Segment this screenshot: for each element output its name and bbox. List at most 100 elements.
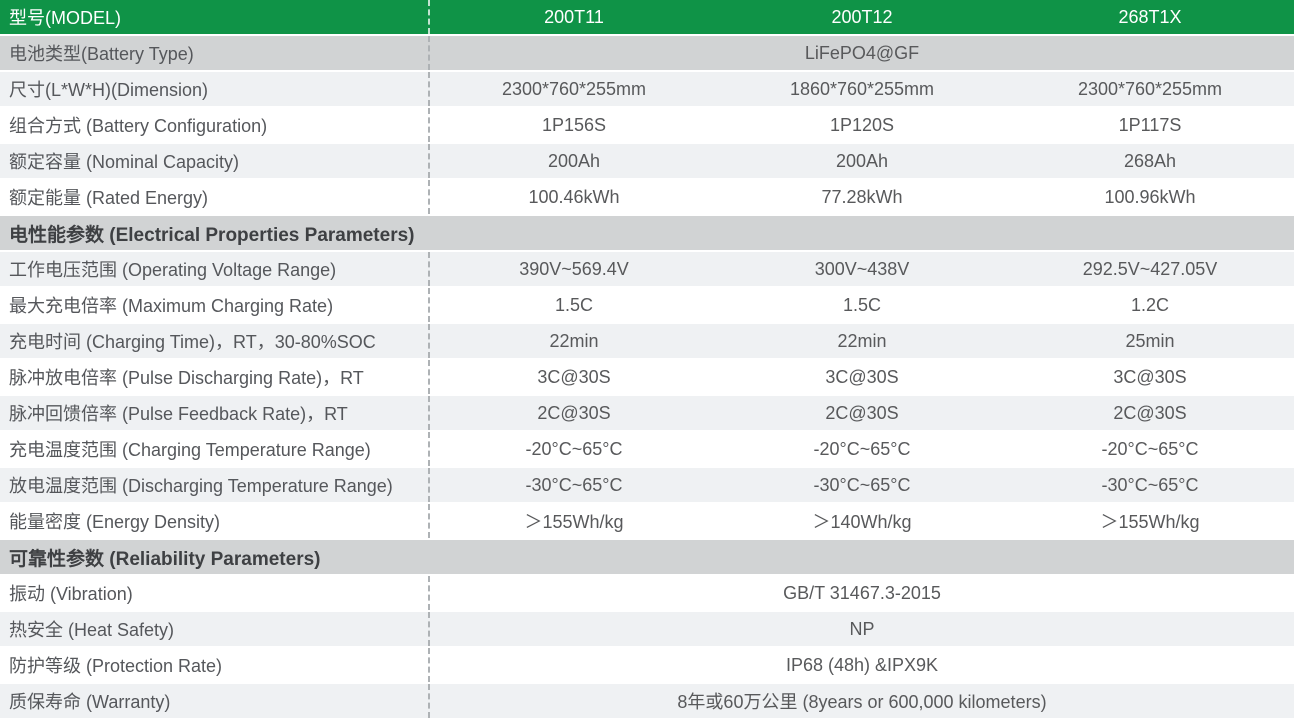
row-values: 3C@30S 3C@30S 3C@30S [428, 360, 1294, 394]
row-label: 充电时间 (Charging Time)，RT，30-80%SOC [9, 332, 376, 352]
spec-value: 2300*760*255mm [1077, 78, 1223, 99]
row-values: LiFePO4@GF [428, 36, 1294, 70]
row-label: 热安全 (Heat Safety) [9, 620, 175, 640]
spec-value: 390V~569.4V [519, 258, 629, 279]
row-values: 390V~569.4V 300V~438V 292.5V~427.05V [428, 252, 1294, 286]
row-values: 1P156S 1P120S 1P117S [428, 108, 1294, 142]
table-row: 质保寿命 (Warranty) 8年或60万公里 (8years or 600,0… [0, 684, 1294, 718]
row-label: 尺寸(L*W*H)(Dimension) [9, 80, 209, 100]
spec-value: 200Ah [547, 150, 601, 171]
spec-value: 2C@30S [537, 402, 611, 423]
spec-value: -30°C~65°C [1101, 474, 1199, 495]
spec-value: -30°C~65°C [525, 474, 623, 495]
spec-value: 77.28kWh [821, 186, 903, 207]
model-column-header: 268T1X [1118, 6, 1182, 27]
spec-value: 1P117S [1118, 114, 1182, 135]
row-values: 22min 22min 25min [428, 324, 1294, 358]
section-header-row: 电性能参数 (Electrical Properties Parameters) [0, 216, 1294, 252]
table-row: 脉冲回馈倍率 (Pulse Feedback Rate)，RT 2C@30S 2C@… [0, 396, 1294, 432]
spec-value-merged: LiFePO4@GF [804, 42, 920, 63]
spec-value: 1.2C [1130, 294, 1170, 315]
table-row: 热安全 (Heat Safety) NP [0, 612, 1294, 648]
model-header-values: 200T11 200T12 268T1X [428, 0, 1294, 34]
table-row: 充电时间 (Charging Time)，RT，30-80%SOC 22min 22… [0, 324, 1294, 360]
spec-value: 3C@30S [1113, 366, 1187, 387]
row-label: 组合方式 (Battery Configuration) [9, 116, 268, 136]
row-values: NP [428, 612, 1294, 646]
table-row: 组合方式 (Battery Configuration) 1P156S 1P120S… [0, 108, 1294, 144]
spec-value: 1.5C [842, 294, 882, 315]
spec-value: ＞155Wh/kg [524, 512, 624, 532]
row-values: ＞155Wh/kg ＞140Wh/kg ＞155Wh/kg [428, 504, 1294, 538]
section-header-row: 可靠性参数 (Reliability Parameters) [0, 540, 1294, 576]
table-row: 防护等级 (Protection Rate) IP68 (48h) &IPX9K [0, 648, 1294, 684]
model-column-header: 200T11 [544, 6, 604, 27]
spec-value: 25min [1125, 330, 1175, 351]
row-values: 2300*760*255mm 1860*760*255mm 2300*760*255… [428, 72, 1294, 106]
spec-value: 292.5V~427.05V [1082, 258, 1218, 279]
model-column-header: 200T12 [831, 6, 893, 27]
spec-value: 300V~438V [814, 258, 910, 279]
row-values: -30°C~65°C -30°C~65°C -30°C~65°C [428, 468, 1294, 502]
row-label: 防护等级 (Protection Rate) [9, 656, 223, 676]
table-row: 能量密度 (Energy Density) ＞155Wh/kg ＞140Wh/kg ＞… [0, 504, 1294, 540]
row-label: 充电温度范围 (Charging Temperature Range) [9, 440, 371, 460]
spec-value: 1P120S [829, 114, 895, 135]
spec-value: 22min [549, 330, 599, 351]
spec-value: 200Ah [835, 150, 889, 171]
row-label: 额定能量 (Rated Energy) [9, 188, 209, 208]
spec-value: 2C@30S [825, 402, 899, 423]
row-label: 振动 (Vibration) [9, 584, 133, 604]
table-row: 最大充电倍率 (Maximum Charging Rate) 1.5C 1.5C 1.… [0, 288, 1294, 324]
table-row: 额定能量 (Rated Energy) 100.46kWh 77.28kWh 100.… [0, 180, 1294, 216]
spec-value: 1860*760*255mm [789, 78, 935, 99]
section-title: 电性能参数 (Electrical Properties Parameters) [9, 224, 415, 246]
row-values: 100.46kWh 77.28kWh 100.96kWh [428, 180, 1294, 214]
model-header-label: 型号(MODEL) [9, 8, 121, 28]
row-label: 放电温度范围 (Discharging Temperature Range) [9, 476, 393, 496]
spec-value: -30°C~65°C [813, 474, 911, 495]
row-label: 额定容量 (Nominal Capacity) [9, 152, 240, 172]
table-row: 放电温度范围 (Discharging Temperature Range) -3… [0, 468, 1294, 504]
spec-value: ＞155Wh/kg [1100, 512, 1200, 532]
table-row: 振动 (Vibration) GB/T 31467.3-2015 [0, 576, 1294, 612]
spec-value: 2300*760*255mm [501, 78, 647, 99]
table-row: 尺寸(L*W*H)(Dimension) 2300*760*255mm 1860*7… [0, 72, 1294, 108]
row-label: 电池类型(Battery Type) [9, 44, 194, 64]
row-values: -20°C~65°C -20°C~65°C -20°C~65°C [428, 432, 1294, 466]
spec-value: 1P156S [541, 114, 607, 135]
table-row: 额定容量 (Nominal Capacity) 200Ah 200Ah 268Ah [0, 144, 1294, 180]
header-row: 型号(MODEL) 200T11 200T12 268T1X [0, 0, 1294, 36]
table-row: 充电温度范围 (Charging Temperature Range) -20°C… [0, 432, 1294, 468]
table-row: 脉冲放电倍率 (Pulse Discharging Rate)，RT 3C@30S… [0, 360, 1294, 396]
row-values: 1.5C 1.5C 1.2C [428, 288, 1294, 322]
spec-value: 1.5C [554, 294, 594, 315]
row-label: 能量密度 (Energy Density) [9, 512, 221, 532]
row-values: 8年或60万公里 (8years or 600,000 kilometers) [428, 684, 1294, 718]
spec-value: 3C@30S [825, 366, 899, 387]
spec-value: -20°C~65°C [1101, 438, 1199, 459]
spec-value: 22min [837, 330, 887, 351]
spec-value: ＞140Wh/kg [812, 512, 912, 532]
row-label: 工作电压范围 (Operating Voltage Range) [9, 260, 337, 280]
section-title: 可靠性参数 (Reliability Parameters) [9, 548, 321, 570]
spec-value-merged: GB/T 31467.3-2015 [783, 582, 941, 603]
row-label: 脉冲回馈倍率 (Pulse Feedback Rate)，RT [9, 404, 348, 424]
spec-value: 268Ah [1123, 150, 1177, 171]
table-row: 工作电压范围 (Operating Voltage Range) 390V~569… [0, 252, 1294, 288]
row-values: 200Ah 200Ah 268Ah [428, 144, 1294, 178]
spec-value-merged: NP [849, 618, 875, 639]
row-values: 2C@30S 2C@30S 2C@30S [428, 396, 1294, 430]
spec-value: 2C@30S [1113, 402, 1187, 423]
row-values: IP68 (48h) &IPX9K [428, 648, 1294, 682]
spec-value-merged: 8年或60万公里 (8years or 600,000 kilometers) [677, 692, 1047, 712]
row-label: 脉冲放电倍率 (Pulse Discharging Rate)，RT [9, 368, 364, 388]
row-label: 最大充电倍率 (Maximum Charging Rate) [9, 296, 334, 316]
spec-value: -20°C~65°C [525, 438, 623, 459]
spec-value-merged: IP68 (48h) &IPX9K [785, 654, 939, 675]
spec-value: -20°C~65°C [813, 438, 911, 459]
spec-value: 100.46kWh [528, 186, 620, 207]
row-label: 质保寿命 (Warranty) [9, 692, 171, 712]
table-row: 电池类型(Battery Type) LiFePO4@GF [0, 36, 1294, 72]
